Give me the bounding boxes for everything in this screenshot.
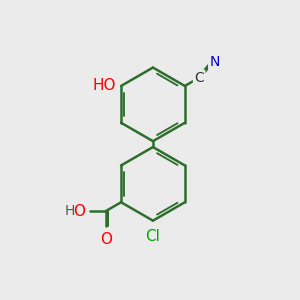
Text: C: C [194, 71, 204, 85]
Text: O: O [100, 232, 112, 247]
Text: HO: HO [92, 79, 116, 94]
Text: H: H [65, 204, 75, 218]
Text: Cl: Cl [146, 229, 160, 244]
Text: N: N [209, 55, 220, 69]
Text: O: O [73, 204, 85, 219]
